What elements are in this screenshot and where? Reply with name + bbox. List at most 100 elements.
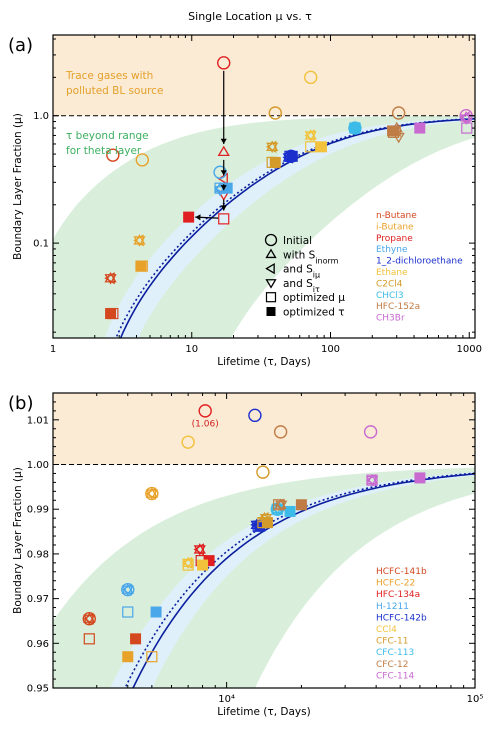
species-legend-label: i-Butane <box>376 222 414 232</box>
legend-filled-square-icon <box>266 307 276 316</box>
species-legend-label: HCFC-142b <box>376 613 427 623</box>
opt-tau-marker <box>414 122 426 134</box>
species-legend-label: CH3Br <box>376 314 405 324</box>
propane-arrow-5-head <box>195 214 201 221</box>
legend-label: and Siτ <box>283 278 320 294</box>
opt-mu-marker <box>182 559 194 571</box>
opt-tau-marker <box>150 606 162 618</box>
polluted-region-label: Trace gases with <box>65 70 153 82</box>
x-tick-label: 10⁵ <box>467 694 484 705</box>
initial-marker <box>213 165 227 179</box>
opt-tau-marker <box>286 150 298 162</box>
x-tick-label: 10 <box>185 344 198 355</box>
opt-tau-marker <box>387 125 399 137</box>
legend-label: optimized τ <box>283 307 345 319</box>
opt-tau-marker <box>197 559 209 571</box>
x-tick-label: 100 <box>321 344 340 355</box>
stau-marker <box>193 545 206 556</box>
opt-tau-marker <box>122 651 134 663</box>
initial-marker <box>217 56 231 70</box>
species-legend-label: CCl4 <box>376 625 397 635</box>
y-tick-label: 0.99 <box>27 505 49 516</box>
opt-mu-marker <box>305 141 317 153</box>
y-tick-label: 0.96 <box>27 639 49 650</box>
y-axis-label: Boundary Layer Fraction (μ) <box>12 467 24 614</box>
initial-marker <box>256 465 270 479</box>
theta-region-label: τ beyond range <box>66 130 149 142</box>
stau-marker <box>365 476 379 487</box>
opt-tau-marker <box>414 472 426 484</box>
x-tick-label: 10⁴ <box>218 694 235 705</box>
propane-arrow-1-head <box>220 138 227 144</box>
initial-marker <box>391 106 406 120</box>
stau-marker <box>304 131 317 142</box>
stau-marker <box>133 236 146 247</box>
polluted-bl-region <box>53 35 475 116</box>
propane-arrow-3-head <box>220 185 227 191</box>
species-legend-label: HFC-134a <box>376 590 420 600</box>
opt-mu-marker <box>461 122 473 134</box>
legend-label: and Siμ <box>283 264 320 280</box>
smu-marker <box>217 172 228 185</box>
legend-label: optimized μ <box>283 292 345 304</box>
plot-frame <box>52 392 476 689</box>
initial-marker <box>248 408 262 423</box>
opt-mu-marker <box>218 213 230 225</box>
legend-triangle-down-icon <box>265 279 277 289</box>
opt-tau-marker <box>135 260 147 272</box>
initial-marker <box>363 425 378 439</box>
species-legend-label: CFC-11 <box>376 637 408 647</box>
species-legend-label: H-1211 <box>376 602 409 612</box>
markers-group <box>82 404 426 663</box>
legend-triangle-up-icon <box>265 248 277 259</box>
y-tick-label: 1.0 <box>33 111 49 122</box>
stau-marker <box>104 274 117 285</box>
stau-marker <box>266 142 279 154</box>
stau-marker <box>83 614 96 626</box>
initial-marker <box>181 435 195 449</box>
y-tick-label: 0.95 <box>27 684 49 695</box>
opt-tau-marker <box>269 156 281 168</box>
species-legend-label: HCFC-141b <box>376 567 427 577</box>
x-axis-label: Lifetime (τ, Days) <box>217 356 310 368</box>
stau-marker <box>182 558 195 570</box>
legend-open-square-icon <box>265 292 277 303</box>
species-legend-label: CHCl3 <box>376 291 404 301</box>
species-legend-label: CFC-114 <box>376 671 414 681</box>
x-tick-label: 1 <box>50 344 56 355</box>
opt-tau-marker <box>183 211 195 223</box>
panel-label: (a) <box>8 35 33 56</box>
legend-triangle-left-icon <box>265 262 275 275</box>
opt-mu-marker <box>273 499 285 511</box>
fit-curve-dotted <box>114 117 475 338</box>
stau-marker <box>145 489 158 500</box>
legend-label: Initial <box>283 235 312 247</box>
propane-arrow-4-head <box>220 205 227 211</box>
polluted-region-label: polluted BL source <box>66 85 163 97</box>
species-legend-label: CFC-12 <box>376 660 408 670</box>
species-legend-label: HCFC-22 <box>376 579 415 589</box>
initial-marker <box>304 70 318 85</box>
species-legend-label: n-Butane <box>376 211 417 221</box>
initial-marker <box>198 404 212 418</box>
markers-group <box>104 56 473 320</box>
initial-marker <box>135 153 149 167</box>
opt-mu-marker <box>146 651 158 663</box>
legend-circle-icon <box>264 233 278 247</box>
panel-label: (b) <box>8 393 33 414</box>
opt-tau-marker <box>130 633 142 645</box>
species-legend-label: HFC-152a <box>376 302 420 312</box>
opt-tau-marker <box>261 517 273 529</box>
initial-marker <box>273 425 288 439</box>
species-legend-label: Ethyne <box>376 245 408 255</box>
y-tick-label: 0.97 <box>27 594 49 605</box>
species-legend-label: CFC-113 <box>376 648 414 658</box>
opt-mu-marker <box>83 633 95 645</box>
propane-arrow-2-head <box>220 170 227 176</box>
stau-marker <box>460 114 473 125</box>
y-tick-label: 0.1 <box>33 239 49 250</box>
opt-tau-marker <box>221 182 233 194</box>
polluted-bl-region <box>53 393 475 465</box>
